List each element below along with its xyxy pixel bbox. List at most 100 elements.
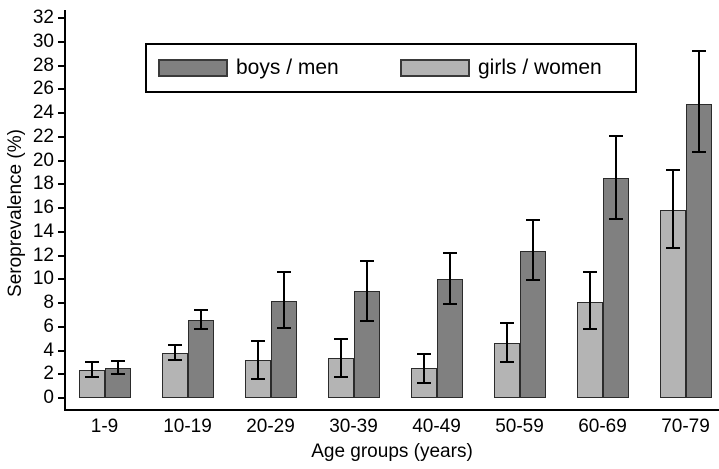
error-bar-girls-women-20-29 [256, 341, 259, 379]
y-tick-28 [58, 64, 64, 67]
x-tick-label-40-49: 40-49 [412, 416, 461, 437]
y-tick-18 [58, 183, 64, 186]
error-bar-boys-men-40-49 [448, 253, 451, 305]
x-axis-line [64, 409, 719, 411]
error-cap-upper-boys-men-50-59 [525, 218, 540, 221]
y-tick-label-0: 0 [43, 387, 54, 408]
y-axis-line [64, 10, 66, 411]
legend-label-boys-men: boys / men [236, 56, 339, 79]
y-tick-32 [58, 17, 64, 19]
legend-swatch-girls-women [400, 59, 470, 77]
y-tick-label-28: 28 [32, 54, 54, 76]
y-tick-label-14: 14 [32, 220, 54, 242]
error-cap-lower-boys-men-40-49 [442, 303, 457, 306]
error-bar-girls-women-50-59 [505, 323, 508, 363]
error-cap-upper-girls-women-70-79 [665, 169, 680, 171]
legend-swatch-boys-men [158, 59, 228, 77]
error-cap-upper-boys-men-70-79 [691, 50, 706, 53]
error-cap-lower-boys-men-10-19 [193, 328, 208, 331]
error-cap-upper-girls-women-1-9 [84, 361, 99, 364]
error-bar-girls-women-1-9 [90, 362, 93, 377]
y-tick-0 [58, 397, 64, 399]
y-tick-label-20: 20 [32, 149, 54, 171]
y-tick-26 [58, 88, 64, 91]
y-tick-30 [58, 40, 64, 43]
y-tick-label-24: 24 [32, 102, 54, 123]
error-cap-upper-boys-men-40-49 [442, 252, 457, 255]
y-tick-label-8: 8 [43, 292, 54, 313]
x-tick-label-70-79: 70-79 [661, 416, 710, 437]
error-cap-upper-boys-men-60-69 [608, 134, 623, 137]
error-cap-lower-girls-women-1-9 [84, 375, 99, 378]
y-tick-14 [58, 230, 64, 233]
error-cap-lower-girls-women-70-79 [665, 247, 680, 250]
error-cap-upper-boys-men-1-9 [110, 360, 125, 363]
y-tick-label-16: 16 [32, 197, 54, 218]
error-cap-lower-boys-men-20-29 [276, 326, 291, 329]
y-tick-label-12: 12 [32, 244, 54, 266]
error-cap-lower-girls-women-50-59 [499, 361, 514, 364]
error-cap-upper-boys-men-30-39 [359, 260, 374, 263]
y-tick-label-18: 18 [32, 173, 54, 195]
error-bar-boys-men-50-59 [531, 219, 534, 281]
bar-boys-men-10-19 [187, 319, 214, 398]
y-tick-4 [58, 349, 64, 352]
y-tick-label-10: 10 [32, 268, 54, 290]
y-tick-20 [58, 159, 64, 162]
error-cap-upper-girls-women-40-49 [416, 353, 431, 356]
error-bar-girls-women-30-39 [339, 338, 342, 377]
error-bar-boys-men-30-39 [365, 261, 368, 321]
error-cap-upper-boys-men-10-19 [193, 309, 208, 312]
error-cap-lower-boys-men-60-69 [608, 217, 623, 220]
error-cap-lower-girls-women-40-49 [416, 381, 431, 384]
y-tick-16 [58, 207, 64, 209]
x-tick-label-1-9: 1-9 [90, 416, 119, 437]
x-tick-label-60-69: 60-69 [578, 416, 627, 437]
legend-entry-girls-women: girls / women [400, 45, 602, 91]
error-bar-girls-women-70-79 [671, 170, 674, 249]
error-cap-upper-girls-women-30-39 [333, 337, 348, 340]
error-cap-lower-girls-women-20-29 [250, 378, 265, 380]
y-tick-8 [58, 302, 64, 304]
error-cap-upper-girls-women-60-69 [582, 271, 597, 274]
error-cap-lower-boys-men-50-59 [525, 279, 540, 282]
x-tick-label-20-29: 20-29 [246, 416, 295, 437]
x-tick-label-10-19: 10-19 [163, 416, 212, 437]
error-cap-upper-girls-women-10-19 [167, 343, 182, 346]
y-tick-2 [58, 373, 64, 376]
legend-entry-boys-men: boys / men [158, 45, 339, 91]
error-bar-girls-women-60-69 [588, 272, 591, 330]
error-bar-boys-men-1-9 [116, 361, 119, 375]
error-cap-lower-boys-men-30-39 [359, 319, 374, 322]
error-bar-boys-men-20-29 [282, 272, 285, 328]
error-bar-boys-men-10-19 [199, 310, 202, 330]
y-tick-10 [58, 278, 64, 281]
x-tick-label-50-59: 50-59 [495, 416, 544, 437]
y-tick-label-32: 32 [32, 7, 54, 28]
y-tick-label-2: 2 [43, 363, 54, 385]
legend: boys / men girls / women [145, 43, 637, 93]
y-tick-label-6: 6 [43, 315, 54, 337]
error-cap-lower-boys-men-70-79 [691, 151, 706, 154]
y-tick-12 [58, 254, 64, 257]
y-tick-22 [58, 135, 64, 138]
x-axis-title: Age groups (years) [311, 441, 473, 462]
error-cap-lower-boys-men-1-9 [110, 373, 125, 376]
y-tick-6 [58, 325, 64, 328]
error-cap-upper-boys-men-20-29 [276, 271, 291, 274]
y-tick-label-30: 30 [32, 30, 54, 52]
legend-label-girls-women: girls / women [478, 56, 602, 79]
error-cap-lower-girls-women-60-69 [582, 328, 597, 331]
error-bar-girls-women-10-19 [173, 344, 176, 360]
y-tick-label-4: 4 [43, 339, 54, 361]
error-bar-girls-women-40-49 [422, 354, 425, 383]
error-cap-lower-girls-women-30-39 [333, 375, 348, 378]
error-cap-upper-girls-women-20-29 [250, 340, 265, 342]
y-tick-label-22: 22 [32, 125, 54, 147]
error-bar-boys-men-60-69 [614, 135, 617, 219]
x-tick-label-30-39: 30-39 [329, 416, 378, 437]
error-bar-boys-men-70-79 [697, 51, 700, 153]
y-tick-label-26: 26 [32, 78, 54, 100]
y-tick-24 [58, 112, 64, 114]
